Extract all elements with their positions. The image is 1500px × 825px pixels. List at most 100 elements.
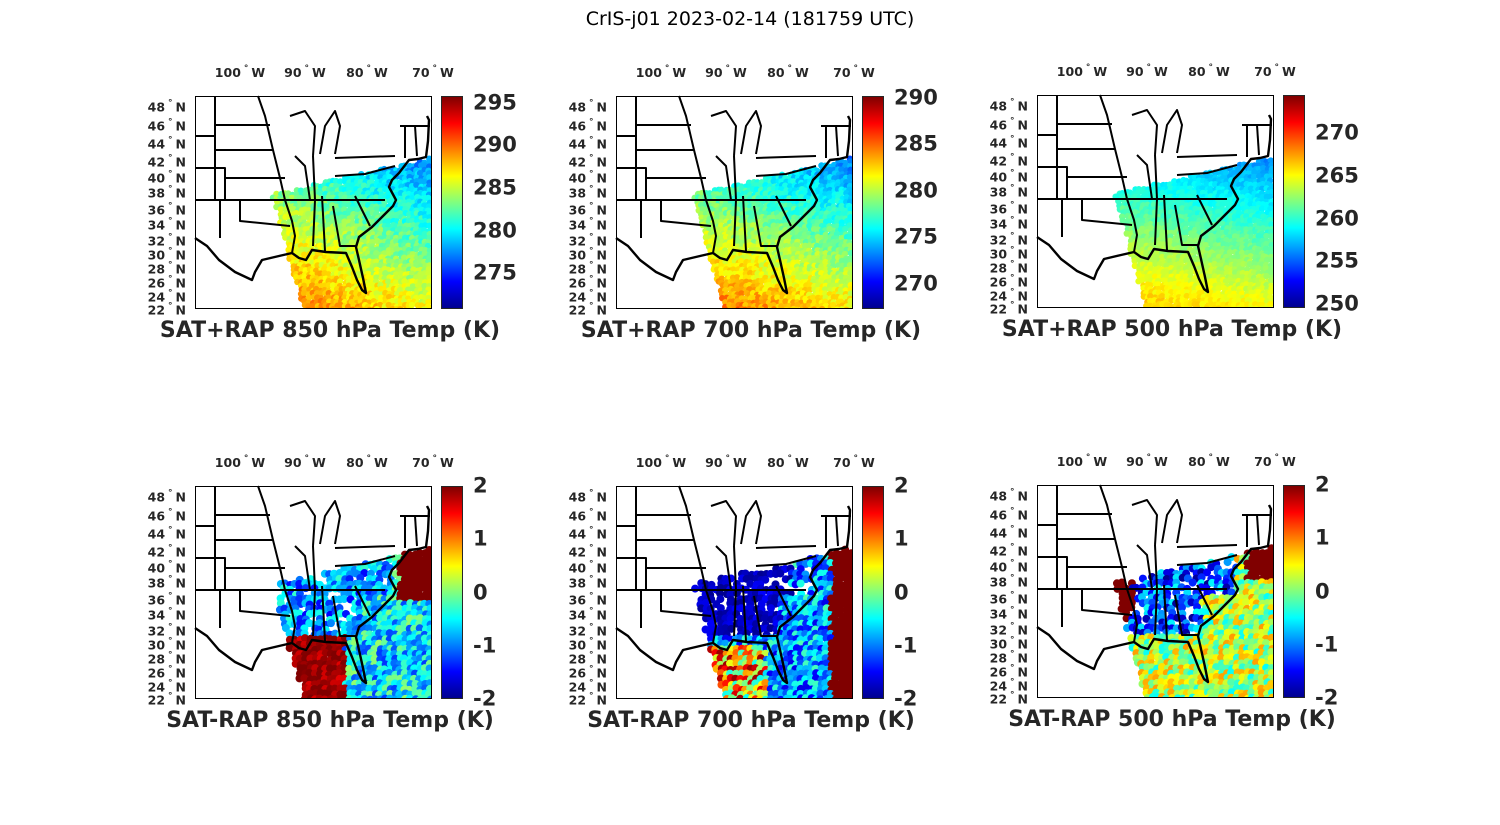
- latitude-label: 46 ° N: [568, 117, 607, 134]
- state-border: [319, 110, 341, 155]
- panel-title: SAT-RAP 850 hPa Temp (K): [166, 708, 494, 733]
- latitude-label: 32 ° N: [147, 232, 186, 249]
- swath-dot: [738, 290, 745, 297]
- swath-dot: [843, 306, 850, 309]
- state-border: [195, 557, 226, 590]
- latitude-label: 26 ° N: [568, 274, 607, 291]
- colorbar-tick-label: 255: [1315, 248, 1359, 273]
- swath-dot: [750, 222, 757, 229]
- swath-dot: [413, 181, 420, 189]
- coastline: [615, 115, 852, 295]
- colorbar: [441, 96, 463, 309]
- swath-dot: [830, 258, 837, 265]
- latitude-label: 26 ° N: [147, 274, 186, 291]
- swath-dot: [1215, 305, 1222, 308]
- swath-dot: [838, 166, 845, 173]
- latitude-label: 30 ° N: [568, 246, 607, 263]
- latitude-label: 42 ° N: [568, 153, 607, 170]
- colorbar-tick-label: 270: [1315, 120, 1359, 145]
- swath-dot: [373, 305, 381, 309]
- map-plot: [615, 485, 853, 699]
- latitude-label: 48 ° N: [147, 488, 186, 505]
- latitude-label: 44 ° N: [147, 135, 186, 152]
- swath-dot: [361, 306, 368, 309]
- latitude-label: 40 ° N: [147, 169, 186, 186]
- swath-dot: [766, 281, 773, 289]
- swath-dot: [409, 278, 416, 285]
- latitude-label: 48 ° N: [989, 97, 1028, 114]
- swath-dot: [847, 290, 853, 297]
- state-border: [1037, 166, 1068, 199]
- latitude-label: 22 ° N: [989, 300, 1028, 317]
- swath-dot: [717, 249, 725, 257]
- latitude-label: 46 ° N: [147, 117, 186, 134]
- state-border: [755, 165, 817, 177]
- latitude-label: 34 ° N: [568, 216, 607, 233]
- latitude-label: 44 ° N: [147, 525, 186, 542]
- swath-dot: [770, 306, 778, 309]
- colorbar: [441, 486, 463, 699]
- latitude-label: 38 ° N: [989, 183, 1028, 200]
- state-border: [616, 167, 647, 200]
- swath-dot: [1250, 173, 1258, 181]
- swath-dot: [838, 278, 845, 286]
- figure-title: CrIS-j01 2023-02-14 (181759 UTC): [585, 8, 915, 30]
- latitude-label: 36 ° N: [147, 201, 186, 218]
- colorbar-tick-label: 0: [473, 580, 488, 604]
- map-panel: -2 -1 0 1 2 100 ° W 90 ° W 80 ° W 70 ° W 48 ° N 46 ° N 44 ° N 42 ° N…: [569, 454, 918, 733]
- latitude-label: 36 ° N: [147, 591, 186, 608]
- swath-dot: [333, 306, 340, 309]
- swath-dot: [413, 245, 420, 253]
- swath-dot: [397, 306, 404, 309]
- swath-dot: [337, 178, 344, 185]
- swath-dot: [293, 222, 301, 229]
- state-border: [414, 515, 418, 547]
- state-border: [334, 155, 396, 159]
- colorbar-tick-label: 280: [473, 218, 517, 243]
- state-border: [1176, 154, 1238, 158]
- swath-dot: [797, 194, 805, 201]
- swath-dot: [305, 202, 312, 209]
- latitude-label: 28 ° N: [147, 260, 186, 277]
- latitude-label: 38 ° N: [147, 184, 186, 201]
- colorbar-tick-label: 275: [473, 260, 517, 285]
- swath-dot: [1223, 304, 1231, 308]
- swath-dot: [345, 226, 352, 233]
- swath-dot: [847, 250, 853, 257]
- latitude-label: 48 ° N: [568, 98, 607, 115]
- swath-dot: [1235, 305, 1243, 308]
- latitude-label: 40 ° N: [147, 559, 186, 576]
- swath-dot: [329, 226, 336, 233]
- state-border: [289, 500, 316, 547]
- state-border: [1161, 109, 1183, 154]
- latitude-label: 38 ° N: [568, 184, 607, 201]
- swath-dot: [426, 695, 432, 699]
- colorbar-tick-label: 285: [473, 175, 517, 200]
- swath-dot: [1151, 305, 1159, 308]
- colorbar-tick-label: 275: [894, 224, 938, 249]
- latitude-label: 40 ° N: [568, 169, 607, 186]
- swath-dot: [733, 237, 741, 245]
- map-plot: [1036, 94, 1274, 308]
- swath-dot: [345, 303, 352, 309]
- panel-title: SAT+RAP 500 hPa Temp (K): [1001, 317, 1343, 342]
- swath-dot: [426, 158, 432, 166]
- latitude-label: 42 ° N: [147, 153, 186, 170]
- state-border: [660, 200, 712, 227]
- swath-dot: [847, 158, 853, 165]
- colorbar-tick-label: -2: [473, 686, 497, 711]
- state-border: [334, 165, 396, 177]
- swath-dot: [1135, 188, 1143, 196]
- state-border: [678, 95, 717, 254]
- swath-dot: [305, 230, 312, 237]
- map-panel: 270 275 280 285 290 100 ° W 90 ° W 80 ° W 70 ° W 48 ° N 46 ° N…: [569, 64, 938, 343]
- latitude-label: 28 ° N: [568, 260, 607, 277]
- latitude-label: 32 ° N: [568, 232, 607, 249]
- swath-dot: [1267, 157, 1274, 164]
- swath-dot: [1203, 180, 1211, 188]
- swath-dot: [385, 218, 392, 225]
- state-border: [835, 125, 839, 157]
- swath-dot: [762, 190, 769, 197]
- latitude-label: 36 ° N: [989, 200, 1028, 217]
- latitude-label: 46 ° N: [989, 116, 1028, 133]
